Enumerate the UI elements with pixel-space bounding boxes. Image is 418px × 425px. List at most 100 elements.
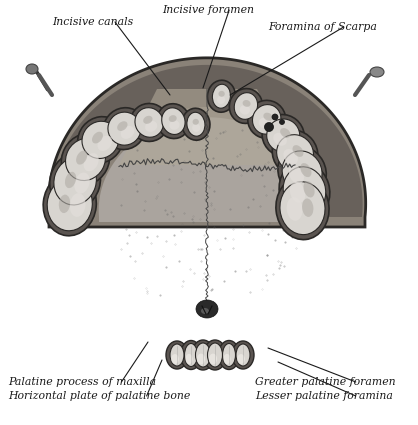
Ellipse shape xyxy=(66,139,105,181)
Ellipse shape xyxy=(267,119,300,152)
Ellipse shape xyxy=(259,118,271,129)
Ellipse shape xyxy=(279,162,330,219)
Ellipse shape xyxy=(145,121,157,132)
Ellipse shape xyxy=(204,340,227,370)
Ellipse shape xyxy=(171,354,179,364)
Ellipse shape xyxy=(192,124,200,132)
Ellipse shape xyxy=(207,343,222,367)
Ellipse shape xyxy=(84,153,99,171)
Ellipse shape xyxy=(197,354,205,364)
Ellipse shape xyxy=(212,84,230,108)
Ellipse shape xyxy=(280,128,291,138)
Ellipse shape xyxy=(187,112,205,136)
Circle shape xyxy=(265,122,273,131)
Ellipse shape xyxy=(82,121,119,159)
Ellipse shape xyxy=(54,157,97,205)
Ellipse shape xyxy=(97,136,112,151)
Ellipse shape xyxy=(262,114,304,156)
Ellipse shape xyxy=(219,91,225,97)
Ellipse shape xyxy=(277,135,314,172)
Text: Foramina of Scarpa: Foramina of Scarpa xyxy=(268,22,377,32)
Ellipse shape xyxy=(50,153,100,210)
Ellipse shape xyxy=(287,197,303,221)
Ellipse shape xyxy=(232,341,254,369)
Ellipse shape xyxy=(237,354,245,364)
Ellipse shape xyxy=(302,198,314,217)
Ellipse shape xyxy=(181,340,201,369)
Ellipse shape xyxy=(26,64,38,74)
Ellipse shape xyxy=(272,130,318,176)
Ellipse shape xyxy=(201,308,209,314)
Ellipse shape xyxy=(135,108,163,137)
Ellipse shape xyxy=(252,105,281,134)
Ellipse shape xyxy=(222,343,235,366)
Text: Incisive foramen: Incisive foramen xyxy=(162,5,254,15)
Ellipse shape xyxy=(166,341,188,369)
Ellipse shape xyxy=(162,108,185,134)
Circle shape xyxy=(280,119,285,125)
Ellipse shape xyxy=(293,145,303,157)
Ellipse shape xyxy=(273,133,287,146)
Ellipse shape xyxy=(182,108,210,140)
Polygon shape xyxy=(119,89,295,165)
Ellipse shape xyxy=(196,343,211,367)
Ellipse shape xyxy=(61,133,110,185)
Ellipse shape xyxy=(47,178,92,231)
Ellipse shape xyxy=(263,113,273,121)
Text: Incisive canals: Incisive canals xyxy=(52,17,133,27)
Ellipse shape xyxy=(74,173,90,194)
Ellipse shape xyxy=(59,195,70,213)
Ellipse shape xyxy=(300,163,311,177)
Polygon shape xyxy=(48,58,366,227)
Ellipse shape xyxy=(121,126,134,139)
Ellipse shape xyxy=(170,344,184,366)
Ellipse shape xyxy=(117,121,127,131)
Ellipse shape xyxy=(280,182,325,235)
Ellipse shape xyxy=(303,181,315,198)
Ellipse shape xyxy=(207,80,235,112)
Ellipse shape xyxy=(236,344,250,366)
Ellipse shape xyxy=(157,104,190,139)
Ellipse shape xyxy=(224,354,231,364)
Ellipse shape xyxy=(278,146,326,198)
Ellipse shape xyxy=(169,120,180,130)
Ellipse shape xyxy=(209,354,217,364)
Ellipse shape xyxy=(70,193,86,217)
Ellipse shape xyxy=(290,182,305,203)
Ellipse shape xyxy=(282,151,322,193)
Ellipse shape xyxy=(76,150,87,164)
Ellipse shape xyxy=(43,173,96,236)
Ellipse shape xyxy=(283,149,298,164)
Ellipse shape xyxy=(240,105,250,115)
Text: Horizontal plate of palatine bone: Horizontal plate of palatine bone xyxy=(8,391,190,401)
Ellipse shape xyxy=(283,167,326,214)
Ellipse shape xyxy=(78,116,123,163)
Ellipse shape xyxy=(193,119,199,125)
Ellipse shape xyxy=(108,112,141,145)
Ellipse shape xyxy=(184,343,197,366)
Text: Palatine process of maxilla: Palatine process of maxilla xyxy=(8,377,156,387)
Ellipse shape xyxy=(217,96,225,104)
Ellipse shape xyxy=(186,354,193,364)
Ellipse shape xyxy=(276,177,329,240)
Ellipse shape xyxy=(219,340,240,369)
Ellipse shape xyxy=(92,132,103,144)
Ellipse shape xyxy=(130,103,168,142)
Ellipse shape xyxy=(191,340,214,370)
Polygon shape xyxy=(51,65,363,217)
Text: Lesser palatine foramina: Lesser palatine foramina xyxy=(255,391,393,401)
Ellipse shape xyxy=(242,100,250,107)
Ellipse shape xyxy=(234,93,257,119)
Text: Greater palatine foramen: Greater palatine foramen xyxy=(255,377,395,387)
Ellipse shape xyxy=(229,88,263,123)
Ellipse shape xyxy=(143,116,153,124)
Ellipse shape xyxy=(65,172,76,188)
Ellipse shape xyxy=(370,67,384,77)
Ellipse shape xyxy=(289,166,304,184)
Ellipse shape xyxy=(248,100,286,139)
Polygon shape xyxy=(99,117,315,222)
Ellipse shape xyxy=(196,300,218,318)
Ellipse shape xyxy=(169,115,177,122)
Circle shape xyxy=(272,114,278,120)
Ellipse shape xyxy=(103,108,145,150)
